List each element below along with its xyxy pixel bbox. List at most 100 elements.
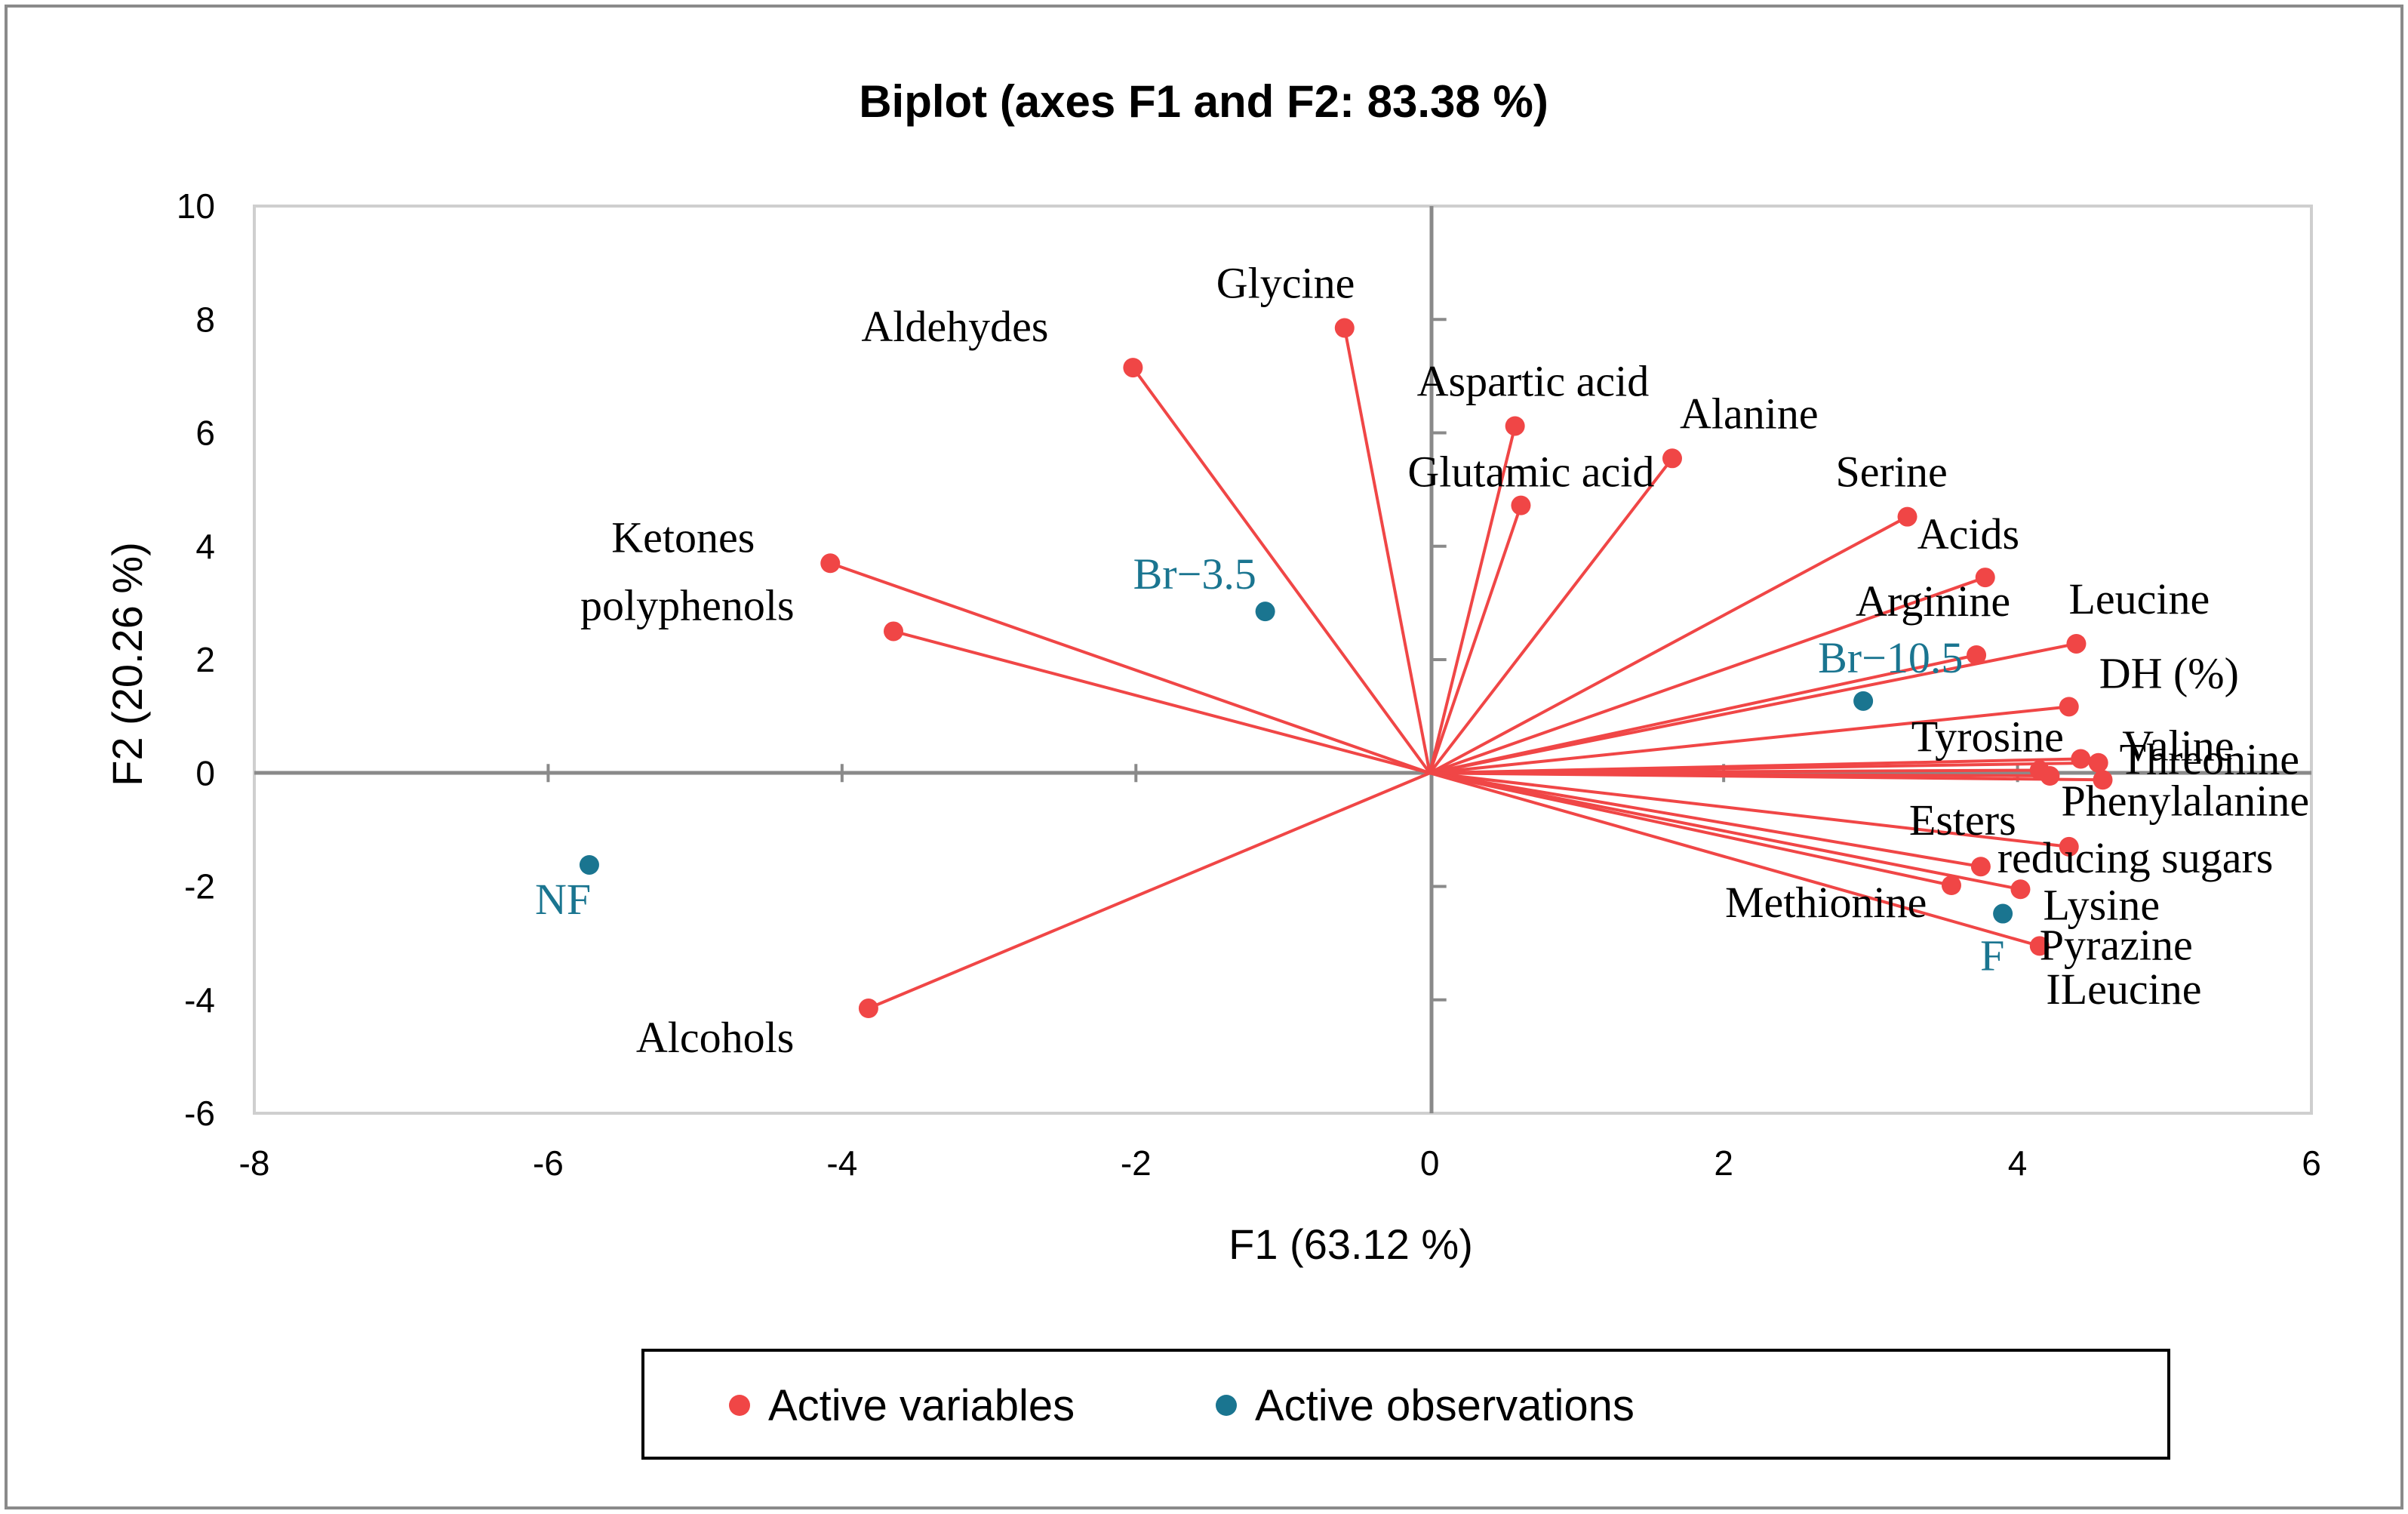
observation-label: NF	[535, 875, 591, 924]
variable-point-glutamic-acid	[1511, 495, 1531, 515]
variable-label: Glutamic acid	[1407, 448, 1654, 497]
variable-point-aspartic-acid	[1505, 416, 1525, 436]
vector-lysine	[1429, 771, 2021, 891]
variable-point-alanine	[1662, 448, 1682, 469]
variable-point-leucine	[2066, 633, 2087, 654]
vector-alcohols	[868, 771, 1431, 1010]
observation-point-f	[1993, 903, 2013, 924]
variable-label: Methionine	[1725, 878, 1927, 927]
vector-ketones	[829, 562, 1431, 775]
legend-variables-label: Active variables	[768, 1381, 1075, 1430]
chart-frame	[5, 5, 2403, 1509]
vector-threonine	[1429, 761, 2099, 775]
variable-label: ILeucine	[2046, 965, 2201, 1014]
y-tick-label: 0	[195, 753, 215, 792]
legend-box	[641, 1349, 2170, 1460]
x-tick-label: -6	[533, 1143, 564, 1183]
y-tick-label: 2	[195, 640, 215, 679]
variable-vectors	[829, 328, 2103, 1010]
variable-label: Alanine	[1680, 389, 1819, 438]
variable-point-esters	[1970, 857, 1991, 877]
x-axis-title: F1 (63.12 %)	[1229, 1220, 1473, 1268]
variable-label: Arginine	[1856, 577, 2010, 626]
observation-point-br-3-5	[1255, 602, 1275, 622]
x-tick-label: -4	[826, 1143, 857, 1183]
point-labels: Glycine Aldehydes Aspartic acid Alanine Glut…	[535, 259, 2309, 1063]
observation-label: F	[1980, 931, 2004, 980]
variable-label: Lysine	[2043, 880, 2160, 929]
x-tick-label: 2	[1714, 1143, 1733, 1183]
variable-point-ileucine	[2040, 766, 2060, 786]
variable-label: Alcohols	[636, 1013, 794, 1062]
variable-label: Valine	[2122, 721, 2234, 770]
variable-point-arginine	[1967, 645, 1987, 665]
y-tick-label: -2	[184, 867, 215, 906]
vector-dh-	[1429, 705, 2069, 775]
variable-point-threonine	[2088, 752, 2108, 773]
legend-observations-label: Active observations	[1255, 1381, 1635, 1430]
vector-esters	[1429, 771, 1982, 869]
variable-label: Pyrazine	[2040, 920, 2193, 969]
x-tick-label: 4	[2008, 1143, 2028, 1183]
y-tick-label: 8	[195, 300, 215, 339]
x-tick-label: -2	[1121, 1143, 1152, 1183]
variable-point-reducing-sugars	[2059, 836, 2079, 857]
vector-aldehydes	[1131, 366, 1432, 774]
x-tick-label: -8	[239, 1143, 270, 1183]
variable-point-valine	[2071, 749, 2091, 769]
vector-reducing-sugars	[1429, 771, 2069, 848]
vector-glutamic-acid	[1428, 505, 1523, 774]
legend-observations-marker	[1216, 1395, 1237, 1416]
observation-label: Br−10.5	[1818, 633, 1963, 682]
y-tick-label: -6	[184, 1094, 215, 1133]
chart-title: Biplot (axes F1 and F2: 83.38 %)	[859, 76, 1548, 127]
vector-ileucine	[1429, 771, 2050, 778]
y-axis-title: F2 (20.26 %)	[103, 542, 151, 786]
vector-polyphenols	[893, 629, 1431, 775]
vector-glycine	[1342, 328, 1432, 774]
observation-point-br-10-5	[1853, 691, 1874, 711]
observation-point-nf	[579, 854, 599, 875]
variable-label: Glycine	[1216, 259, 1355, 308]
y-tick-label: 6	[195, 414, 215, 453]
variable-label: Tyrosine	[1911, 712, 2064, 761]
variable-label: Leucine	[2068, 574, 2210, 623]
variable-label: Serine	[1836, 448, 1948, 497]
vector-acids	[1429, 576, 1986, 775]
y-tick-label: 4	[195, 527, 215, 566]
variable-point-methionine	[1941, 875, 1961, 895]
vector-leucine	[1429, 642, 2077, 775]
variable-point-polyphenols	[884, 621, 904, 642]
variable-label: DH (%)	[2099, 648, 2239, 697]
variable-point-phenylalanine	[2093, 770, 2113, 790]
variable-label: Phenylalanine	[2062, 776, 2310, 825]
plot-area	[253, 205, 2313, 1115]
x-tick-labels: -8 -6 -4 -2 0 2 4 6	[239, 1143, 2321, 1183]
variable-label: reducing sugars	[1997, 833, 2274, 882]
variable-point-serine	[1897, 506, 1917, 527]
x-tick-label: 0	[1420, 1143, 1440, 1183]
y-tick-label: -4	[184, 980, 215, 1020]
vector-alanine	[1429, 457, 1674, 774]
variable-label: Esters	[1909, 795, 2016, 845]
variable-point-lysine	[2010, 879, 2031, 900]
variable-label: Acids	[1917, 509, 2019, 559]
observation-label: Br−3.5	[1133, 549, 1256, 599]
variable-label: Aspartic acid	[1417, 356, 1650, 405]
variable-label: polyphenols	[580, 580, 795, 629]
variable-point-glycine	[1334, 318, 1355, 338]
vector-pyrazine	[1429, 771, 2040, 948]
x-tick-label: 6	[2302, 1143, 2321, 1183]
variable-point-alcohols	[858, 999, 878, 1019]
vector-arginine	[1429, 654, 1977, 775]
variable-point-pyrazine	[2029, 936, 2050, 956]
vector-methionine	[1429, 771, 1952, 887]
y-tick-label: 10	[177, 186, 215, 226]
variable-point-ketones	[820, 553, 841, 574]
y-tick-labels: -6 -4 -2 0 2 4 6 8 10	[177, 186, 215, 1133]
data-points	[579, 318, 2113, 1019]
legend-variables-marker	[729, 1395, 750, 1416]
variable-point-acids	[1975, 568, 1995, 588]
variable-label: Aldehydes	[861, 302, 1048, 351]
